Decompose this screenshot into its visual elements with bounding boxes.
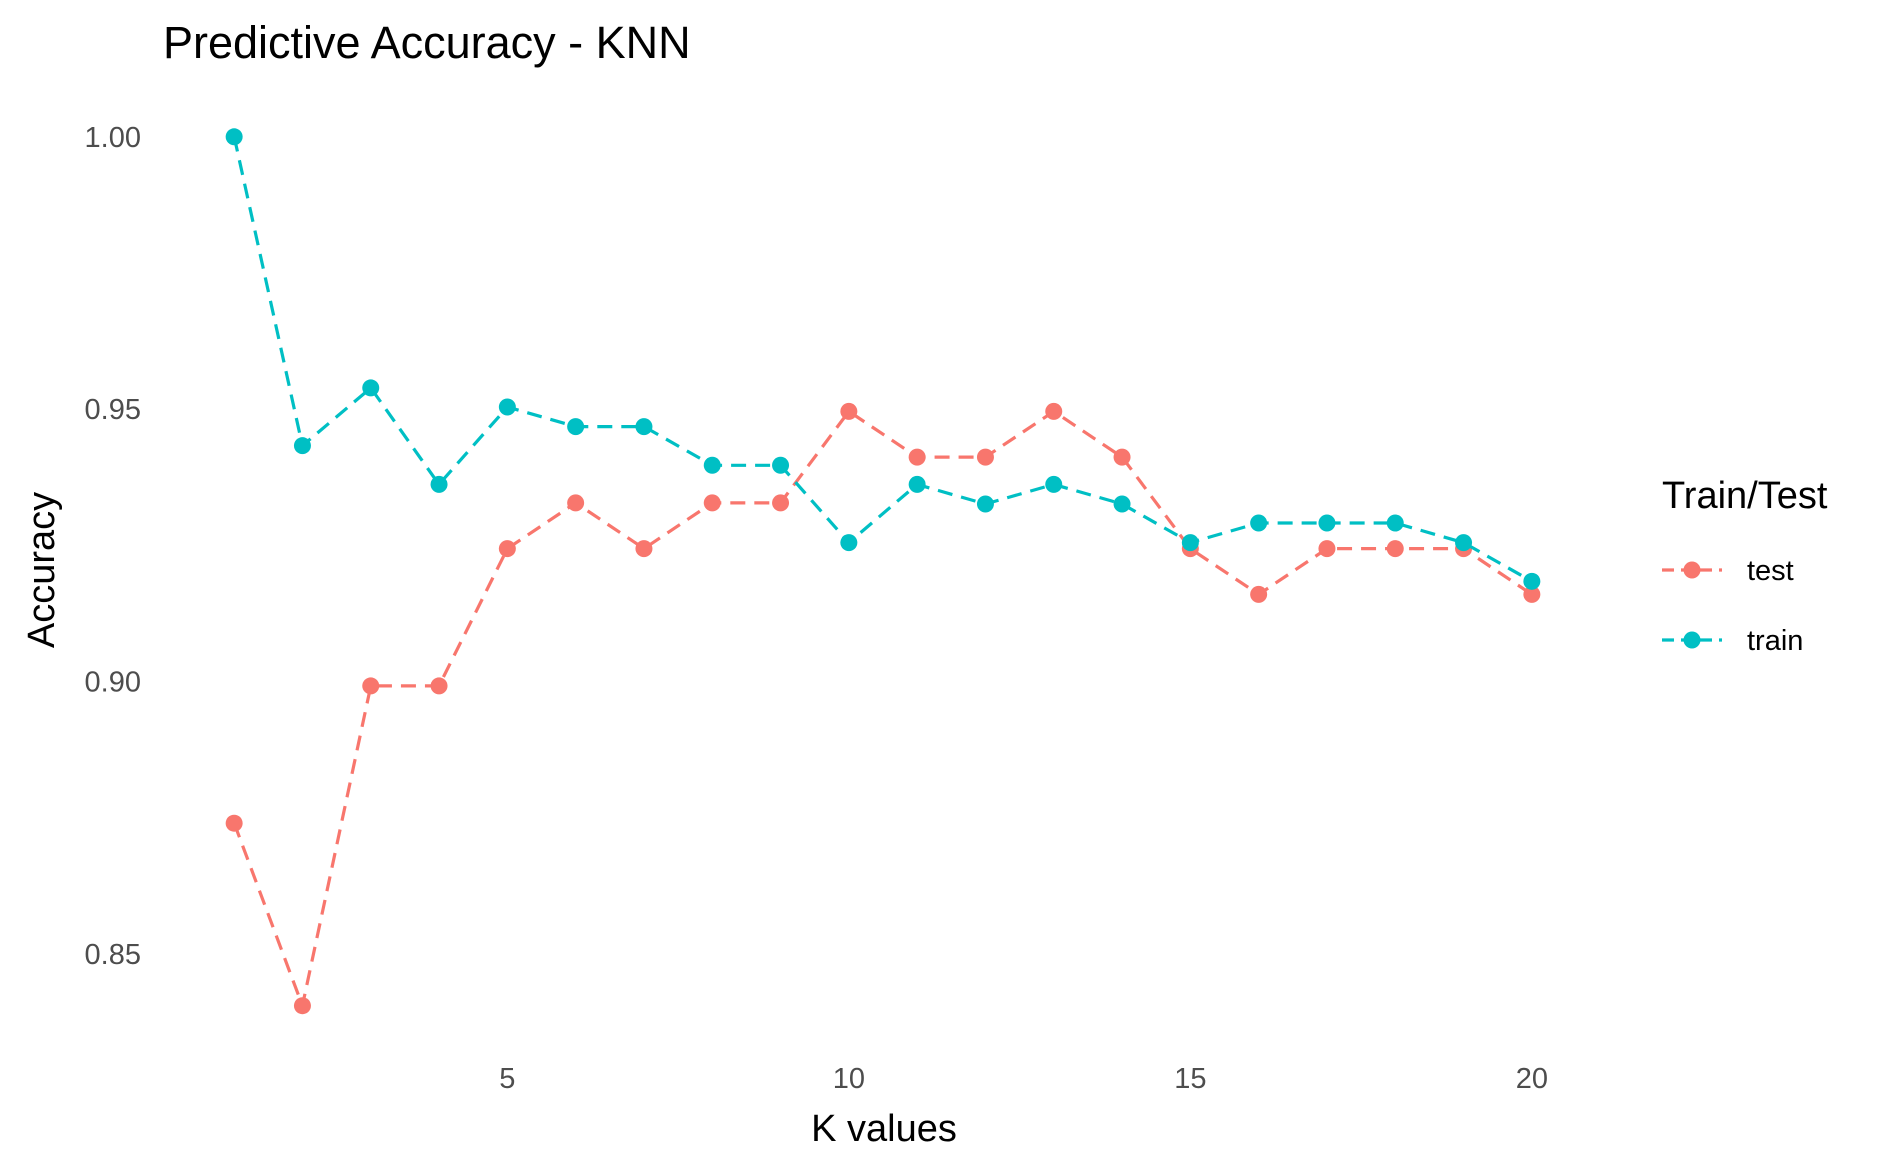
data-point-test — [1250, 585, 1268, 603]
data-point-train — [225, 128, 243, 146]
data-point-test — [703, 494, 721, 512]
legend-title: Train/Test — [1662, 475, 1828, 517]
data-point-train — [1181, 534, 1199, 552]
x-tick-label: 20 — [1516, 1063, 1548, 1095]
legend-key-point — [1683, 631, 1701, 649]
data-point-train — [1113, 495, 1131, 513]
data-point-test — [293, 997, 311, 1015]
data-point-test — [362, 677, 380, 695]
x-axis-ticks: 5 10 15 20 — [499, 1063, 1548, 1095]
data-point-train — [840, 534, 858, 552]
y-axis-title: Accuracy — [21, 492, 63, 648]
data-point-train — [1523, 572, 1541, 590]
legend-label: train — [1747, 625, 1803, 657]
legend-key-point — [1683, 561, 1701, 579]
data-point-test — [225, 814, 243, 832]
data-point-test — [1318, 540, 1336, 558]
data-point-test — [908, 448, 926, 466]
data-point-test — [567, 494, 585, 512]
data-point-train — [908, 475, 926, 493]
data-point-train — [635, 418, 653, 436]
data-point-test — [1386, 540, 1404, 558]
data-point-test — [635, 540, 653, 558]
data-point-train — [1455, 534, 1473, 552]
y-tick-label: 0.95 — [85, 394, 141, 426]
legend-item-test: test — [1662, 555, 1794, 587]
series-layer — [225, 128, 1541, 1015]
data-point-test — [772, 494, 790, 512]
legend-items: test train — [1662, 555, 1803, 657]
data-point-train — [1318, 514, 1336, 532]
x-tick-label: 5 — [499, 1063, 515, 1095]
y-tick-label: 1.00 — [85, 122, 141, 154]
legend-label: test — [1747, 555, 1794, 587]
data-point-test — [840, 402, 858, 420]
data-point-test — [430, 677, 448, 695]
legend: Train/Test test train — [1662, 475, 1828, 657]
data-point-test — [498, 540, 516, 558]
data-point-train — [430, 475, 448, 493]
data-point-test — [976, 448, 994, 466]
x-tick-label: 10 — [833, 1063, 865, 1095]
data-point-train — [498, 398, 516, 416]
data-point-train — [567, 418, 585, 436]
data-point-test — [1113, 448, 1131, 466]
data-point-train — [772, 456, 790, 474]
x-axis-title: K values — [811, 1108, 957, 1150]
data-point-train — [976, 495, 994, 513]
series-line-train — [232, 136, 1533, 583]
chart-title: Predictive Accuracy - KNN — [163, 17, 691, 68]
data-point-train — [1250, 514, 1268, 532]
series-line-test — [232, 409, 1533, 1008]
series-train — [225, 128, 1541, 590]
y-tick-label: 0.90 — [85, 667, 141, 699]
legend-item-train: train — [1662, 625, 1803, 657]
data-point-train — [362, 379, 380, 397]
data-point-train — [1045, 475, 1063, 493]
data-point-test — [1523, 585, 1541, 603]
data-point-test — [1045, 402, 1063, 420]
data-point-train — [703, 456, 721, 474]
y-axis-ticks: 0.85 0.90 0.95 1.00 — [85, 122, 141, 971]
data-point-train — [293, 437, 311, 455]
y-tick-label: 0.85 — [85, 939, 141, 971]
x-tick-label: 15 — [1174, 1063, 1206, 1095]
series-test — [225, 402, 1541, 1015]
data-point-train — [1386, 514, 1404, 532]
